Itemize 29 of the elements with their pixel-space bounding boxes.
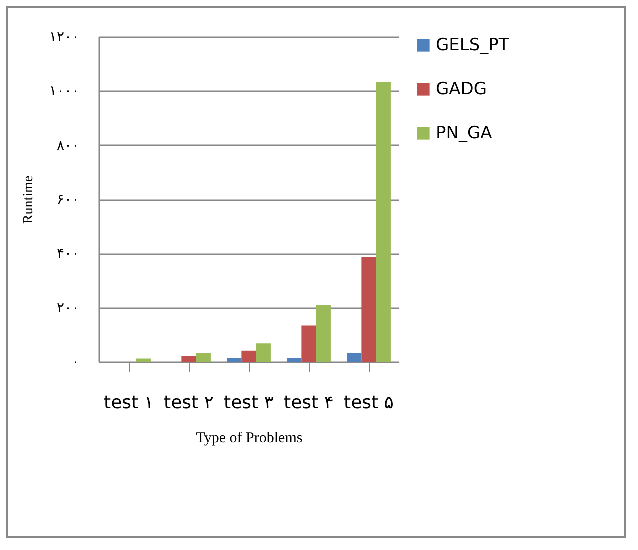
bar	[256, 344, 271, 362]
x-tick-label: test ۱	[104, 392, 154, 414]
bar	[302, 326, 316, 362]
x-tick-label: test ۳	[224, 392, 274, 414]
bar	[287, 358, 302, 362]
bar	[347, 353, 362, 362]
y-tick-label: ۲۰۰	[56, 300, 80, 316]
x-tick-label: test ۲	[164, 392, 214, 414]
y-tick-label: ۰	[72, 354, 80, 370]
legend-label: PN_GA	[436, 124, 493, 144]
y-axis-title: Runtime	[21, 176, 36, 224]
y-tick-label: ۸۰۰	[56, 138, 80, 154]
bar	[136, 358, 151, 362]
legend-label: GADG	[436, 80, 488, 100]
y-tick-label: ۱۲۰۰	[49, 30, 80, 46]
legend-label: GELS_PT	[436, 36, 510, 56]
bar	[242, 350, 256, 362]
y-tick-label: ۶۰۰	[56, 192, 80, 208]
bar	[316, 305, 331, 362]
bar	[227, 358, 242, 362]
x-axis-title: Type of Problems	[196, 430, 303, 446]
bar	[376, 82, 391, 362]
x-tick-label: test ۴	[284, 392, 334, 414]
x-tick-label: test ۵	[344, 392, 394, 414]
bar	[362, 257, 376, 362]
bar	[196, 353, 211, 362]
bar	[182, 356, 196, 362]
y-tick-label: ۱۰۰۰	[49, 84, 80, 100]
y-tick-label: ۴۰۰	[56, 246, 80, 262]
